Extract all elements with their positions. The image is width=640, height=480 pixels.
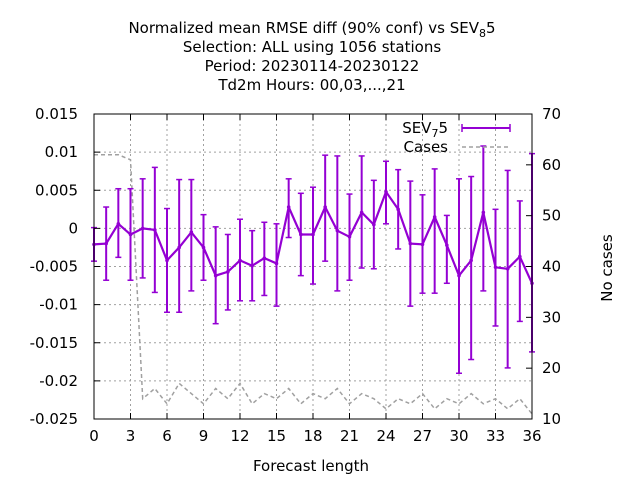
y2-tick-label: 20 — [542, 359, 561, 377]
sev-point — [286, 205, 291, 209]
cases-line — [94, 153, 533, 415]
sev-point — [396, 207, 400, 212]
cases-series — [94, 153, 533, 415]
sev-point — [238, 258, 242, 263]
sev-point — [262, 256, 267, 260]
sev-point — [445, 243, 449, 247]
y2-tick-label: 40 — [542, 258, 561, 276]
sev-point — [481, 210, 486, 215]
y-tick-label: 0 — [68, 219, 78, 237]
x-tick-label: 6 — [162, 427, 172, 445]
y-tick-label: -0.025 — [30, 410, 78, 428]
sev-point — [116, 222, 121, 226]
sev-point — [384, 189, 388, 194]
y2-axis-label: No cases — [598, 234, 616, 302]
sev-point — [274, 261, 279, 266]
y2-tick-label: 70 — [542, 105, 561, 123]
sev-point — [493, 265, 498, 270]
chart-title: Normalized mean RMSE diff (90% conf) vs … — [128, 19, 495, 94]
y2-tick-label: 30 — [542, 308, 561, 326]
title-ref-sub: 8 — [479, 27, 486, 40]
x-tick-label: 21 — [340, 427, 359, 445]
title-line-3: Period: 20230114-20230122 — [205, 57, 420, 75]
title-ref-rest: 5 — [486, 19, 496, 37]
sev-point — [250, 263, 254, 268]
sev-point — [311, 232, 315, 237]
sev-point — [104, 241, 108, 246]
y2-tick-label: 60 — [542, 156, 561, 174]
sev-point — [177, 245, 181, 250]
sev-point — [165, 258, 169, 263]
x-tick-label: 24 — [376, 427, 395, 445]
sev-point — [432, 215, 437, 219]
title-line-2: Selection: ALL using 1056 stations — [183, 38, 442, 56]
sev-point — [359, 210, 364, 215]
sev-point — [518, 254, 522, 259]
legend-label-sev: SEV75 — [402, 119, 448, 140]
title-line-4: Td2m Hours: 00,03,...,21 — [217, 76, 405, 94]
sev-series — [91, 145, 535, 374]
sev-point — [505, 266, 510, 271]
y-tick-label: 0.01 — [45, 143, 78, 161]
y-tick-label: -0.005 — [30, 258, 78, 276]
sev-point — [347, 234, 352, 239]
y2-tick-label: 10 — [542, 410, 561, 428]
sev-point — [323, 205, 327, 209]
sev-point — [226, 270, 230, 274]
y-tick-label: 0.005 — [35, 181, 78, 199]
sev-point — [408, 241, 413, 246]
legend: SEV75 Cases — [402, 119, 511, 156]
legend-sev-sub: 7 — [431, 127, 438, 140]
sev-point — [457, 273, 461, 278]
title-line-1: Normalized mean RMSE diff (90% conf) vs … — [128, 19, 495, 40]
sev-point — [189, 230, 194, 234]
legend-label-cases: Cases — [403, 138, 448, 156]
sev-point — [201, 245, 206, 250]
sev-point — [299, 232, 303, 237]
x-tick-label: 3 — [126, 427, 136, 445]
x-tick-label: 33 — [486, 427, 505, 445]
sev-point — [153, 228, 157, 232]
y-tick-label: -0.02 — [39, 372, 78, 390]
x-tick-label: 36 — [522, 427, 541, 445]
sev-point — [140, 226, 145, 231]
sev-point — [128, 232, 133, 237]
x-tick-label: 12 — [230, 427, 249, 445]
y-tick-label: 0.015 — [35, 105, 78, 123]
sev-point — [372, 222, 376, 227]
y-tick-label: -0.01 — [39, 296, 78, 314]
legend-sev-rest: 5 — [438, 119, 448, 137]
x-tick-label: 9 — [199, 427, 209, 445]
sev-point — [213, 273, 218, 278]
x-tick-label: 27 — [413, 427, 432, 445]
y2-tick-label: 50 — [542, 207, 561, 225]
axis-ticks: 0 3 6 9 12 15 18 21 24 27 30 33 36-0.025-0.02-0.015-… — [30, 105, 561, 445]
x-tick-label: 15 — [267, 427, 286, 445]
x-axis-label: Forecast length — [253, 457, 369, 475]
y-tick-label: -0.015 — [30, 334, 78, 352]
sev-point — [335, 228, 340, 233]
x-tick-label: 0 — [89, 427, 99, 445]
sev-point — [469, 258, 473, 263]
sev-point — [420, 242, 425, 247]
x-tick-label: 18 — [303, 427, 322, 445]
x-tick-label: 30 — [449, 427, 468, 445]
